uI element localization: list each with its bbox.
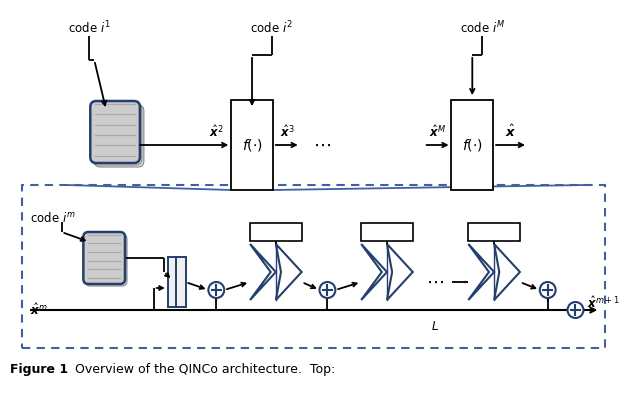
Text: Figure 1: Figure 1 (10, 364, 68, 376)
FancyBboxPatch shape (87, 236, 129, 288)
Polygon shape (361, 244, 387, 300)
Circle shape (568, 302, 583, 318)
FancyBboxPatch shape (92, 103, 142, 165)
FancyBboxPatch shape (90, 101, 140, 163)
FancyBboxPatch shape (84, 232, 125, 284)
FancyBboxPatch shape (22, 185, 605, 348)
Bar (250, 223, 301, 241)
Polygon shape (276, 244, 301, 300)
Bar (361, 223, 413, 241)
Bar (168, 257, 178, 307)
Text: $L$: $L$ (431, 320, 438, 333)
Text: code $i^m$: code $i^m$ (30, 211, 75, 225)
Text: $\hat{\boldsymbol{x}}^m$: $\hat{\boldsymbol{x}}^m$ (30, 302, 48, 318)
FancyBboxPatch shape (85, 234, 127, 286)
Text: $\hat{\boldsymbol{x}}^3$: $\hat{\boldsymbol{x}}^3$ (280, 124, 295, 140)
FancyBboxPatch shape (94, 105, 144, 167)
Bar (176, 257, 185, 307)
Polygon shape (250, 244, 276, 300)
Circle shape (540, 282, 556, 298)
Text: $\hat{\boldsymbol{x}}^{m+1}$: $\hat{\boldsymbol{x}}^{m+1}$ (587, 295, 620, 311)
Text: code $i^M$: code $i^M$ (460, 19, 505, 36)
Text: $\hat{\boldsymbol{x}}^2$: $\hat{\boldsymbol{x}}^2$ (209, 124, 224, 140)
Text: $f(\cdot)$: $f(\cdot)$ (242, 137, 263, 153)
Text: code $i^1$: code $i^1$ (68, 19, 111, 36)
Bar (468, 223, 520, 241)
Polygon shape (494, 244, 520, 300)
Bar (452, 100, 493, 190)
Text: $\cdots$: $\cdots$ (426, 273, 443, 291)
Text: $\cdots$: $\cdots$ (313, 136, 332, 154)
Text: Overview of the QINCo architecture.  Top:: Overview of the QINCo architecture. Top: (67, 364, 336, 376)
Text: $\hat{\boldsymbol{x}}^M$: $\hat{\boldsymbol{x}}^M$ (429, 124, 446, 140)
Polygon shape (387, 244, 413, 300)
Circle shape (208, 282, 224, 298)
Text: code $i^2$: code $i^2$ (251, 19, 293, 36)
Bar (231, 100, 273, 190)
Polygon shape (468, 244, 494, 300)
Text: $\hat{\boldsymbol{x}}$: $\hat{\boldsymbol{x}}$ (506, 124, 517, 140)
Text: $f(\cdot)$: $f(\cdot)$ (462, 137, 483, 153)
Circle shape (320, 282, 335, 298)
